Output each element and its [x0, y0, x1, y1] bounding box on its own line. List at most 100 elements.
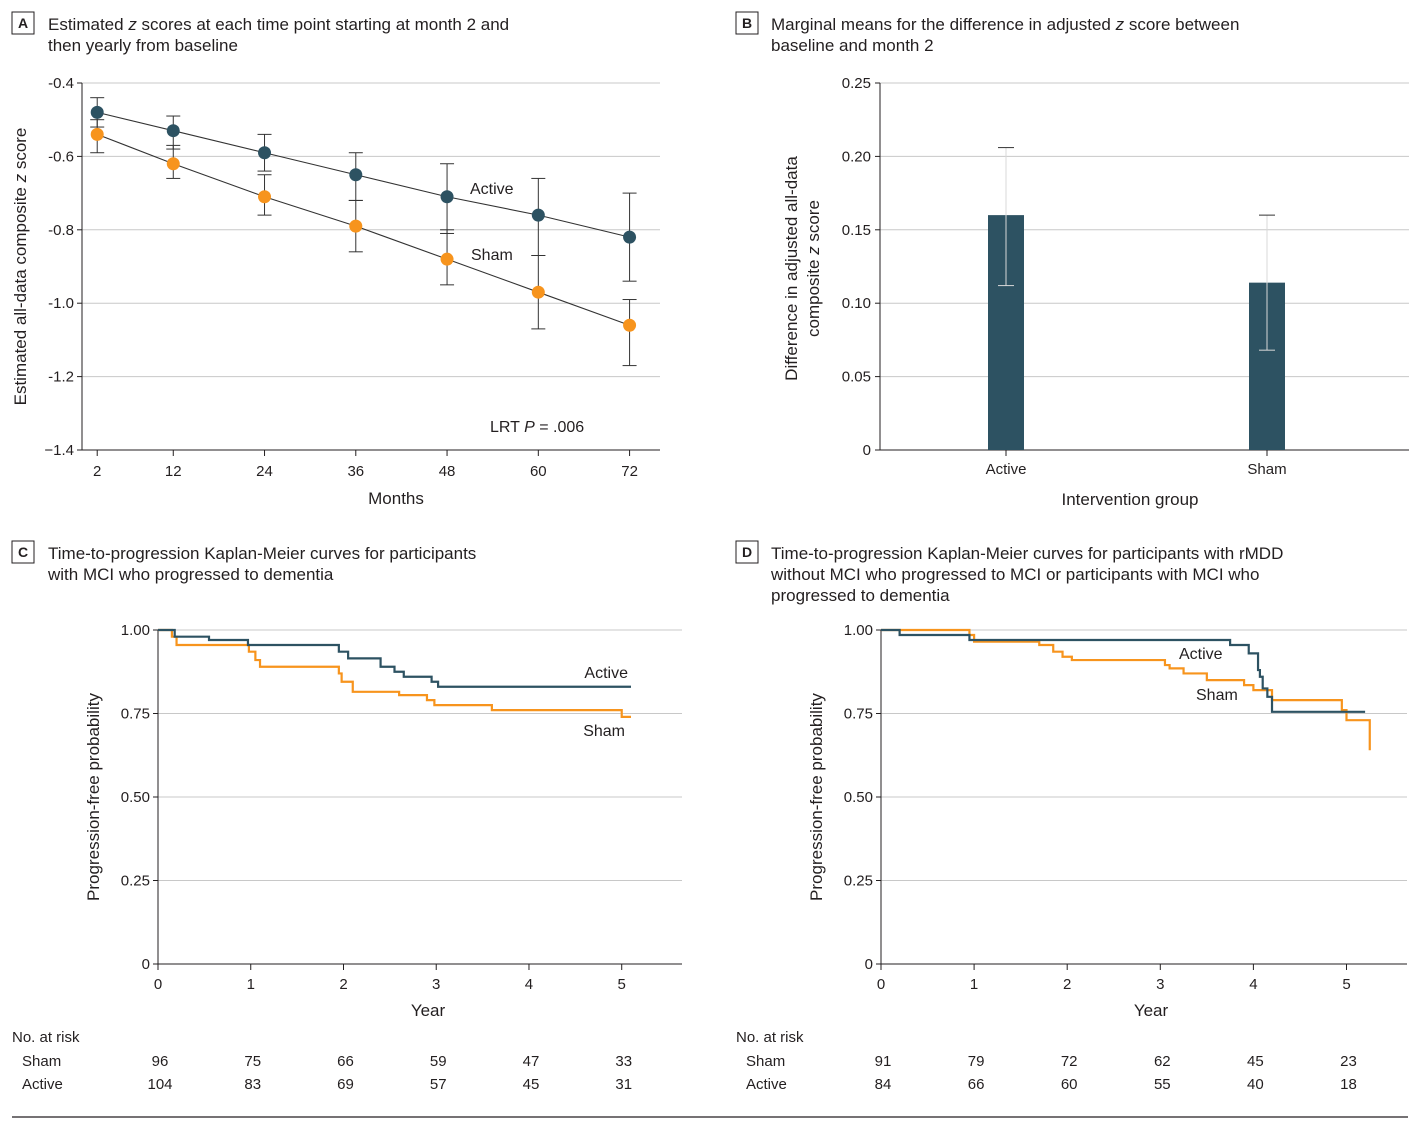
x-tick-label-c: 2: [339, 976, 347, 993]
km-curve-active: [881, 628, 1366, 713]
km-curve-sham: [158, 628, 631, 718]
text-run: Progression-free probability: [807, 693, 826, 901]
data-point-sham: [623, 318, 637, 332]
panel-badge-label-A: A: [18, 15, 28, 31]
panel-title-A: Estimated z scores at each time point st…: [48, 15, 509, 34]
risk-count: 45: [523, 1076, 540, 1093]
y-tick-label-c: 0.75: [121, 706, 150, 723]
panel-badge-A: [11, 11, 35, 35]
risk-row-label-sham: Sham: [22, 1053, 61, 1070]
panel-title-A: then yearly from baseline: [48, 36, 238, 55]
text-run: = .006: [535, 419, 584, 436]
y-tick-label-d: 0: [865, 956, 873, 973]
y-tick-label-d: 0.75: [844, 706, 873, 723]
panel-badge-C: [11, 540, 35, 564]
y-tick-label-c: 0.50: [121, 789, 150, 806]
y-tick-label-c: 0: [142, 956, 150, 973]
x-tick-label-d: 3: [1156, 976, 1164, 993]
series-label-active: Active: [470, 181, 514, 198]
panel-title-C: with MCI who progressed to dementia: [47, 565, 334, 584]
x-tick-label-d: 5: [1342, 976, 1350, 993]
panel-title-D: progressed to dementia: [771, 586, 950, 605]
y-tick-label-b: 0.15: [842, 222, 871, 239]
y-tick-label-d: 1.00: [844, 622, 873, 639]
text-run: with MCI who progressed to dementia: [47, 565, 334, 584]
panel-badge-B: [735, 11, 759, 35]
y-axis-label-c: Progression-free probability: [84, 693, 103, 901]
y-tick-label-b: 0.05: [842, 369, 871, 386]
panel-title-D: Time-to-progression Kaplan-Meier curves …: [771, 544, 1283, 563]
y-tick-label-d: 0.25: [844, 873, 873, 890]
x-tick-label-d: 2: [1063, 976, 1071, 993]
x-tick-label-c: 5: [618, 976, 626, 993]
x-tick-label-c: 1: [247, 976, 255, 993]
risk-count: 104: [147, 1076, 172, 1093]
panel-badge-label-B: B: [742, 15, 752, 31]
risk-row-label-sham: Sham: [746, 1053, 785, 1070]
risk-count: 79: [968, 1053, 985, 1070]
risk-row-label-active: Active: [22, 1076, 63, 1093]
text-run: scores at each time point starting at mo…: [137, 15, 509, 34]
x-tick-label-a: 48: [439, 463, 456, 480]
y-tick-label-a: -1.0: [48, 295, 74, 312]
km-curve-sham: [881, 628, 1371, 751]
text-run: z: [1115, 15, 1125, 34]
series-label-sham: Sham: [583, 723, 625, 740]
text-run: without MCI who progressed to MCI or par…: [770, 565, 1259, 584]
risk-count: 40: [1247, 1076, 1264, 1093]
panel-title-C: Time-to-progression Kaplan-Meier curves …: [48, 544, 476, 563]
risk-count: 83: [244, 1076, 261, 1093]
risk-count: 84: [875, 1076, 892, 1093]
x-tick-label-a: 36: [347, 463, 364, 480]
x-tick-label-c: 3: [432, 976, 440, 993]
text-run: P: [524, 419, 535, 436]
text-run: Time-to-progression Kaplan-Meier curves …: [771, 544, 1283, 563]
y-tick-label-c: 1.00: [121, 622, 150, 639]
text-run: progressed to dementia: [771, 586, 950, 605]
risk-count: 75: [244, 1053, 261, 1070]
x-tick-label-a: 60: [530, 463, 547, 480]
text-run: Progression-free probability: [84, 693, 103, 901]
risk-count: 33: [615, 1053, 632, 1070]
panel-title-B: Marginal means for the difference in adj…: [771, 15, 1239, 34]
series-label-active: Active: [584, 665, 628, 682]
x-tick-label-c: 0: [154, 976, 162, 993]
risk-count: 91: [875, 1053, 892, 1070]
y-tick-label-c: 0.25: [121, 873, 150, 890]
risk-table-label: No. at risk: [12, 1029, 80, 1046]
text-run: Marginal means for the difference in adj…: [771, 15, 1116, 34]
data-point-sham: [258, 190, 272, 204]
data-point-sham: [90, 127, 104, 141]
x-tick-label-d: 4: [1249, 976, 1257, 993]
text-run: LRT: [490, 419, 524, 436]
y-axis-label-a: Estimated all-data composite z score: [11, 128, 30, 406]
data-point-active: [258, 146, 272, 160]
y-tick-label-a: -1.2: [48, 369, 74, 386]
risk-count: 31: [615, 1076, 632, 1093]
y-tick-label-b: 0.20: [842, 148, 871, 165]
x-tick-label-a: 2: [93, 463, 101, 480]
data-point-active: [531, 208, 545, 222]
data-point-active: [623, 230, 637, 244]
text-run: composite: [804, 255, 823, 337]
risk-count: 18: [1340, 1076, 1357, 1093]
x-tick-label-a: 24: [256, 463, 273, 480]
x-tick-label-c: 4: [525, 976, 533, 993]
risk-count: 72: [1061, 1053, 1078, 1070]
risk-count: 69: [337, 1076, 354, 1093]
lrt-annotation: LRT P = .006: [490, 419, 584, 436]
x-axis-label-a: Months: [368, 489, 424, 508]
x-tick-label-a: 72: [621, 463, 638, 480]
data-point-active: [349, 168, 363, 182]
x-tick-label-b: Sham: [1247, 461, 1286, 478]
y-tick-label-a: -0.8: [48, 222, 74, 239]
text-run: score between: [1124, 15, 1239, 34]
y-axis-label-d: Progression-free probability: [807, 693, 826, 901]
x-tick-label-d: 0: [877, 976, 885, 993]
text-run: z: [127, 15, 137, 34]
y-tick-label-b: 0: [863, 442, 871, 459]
panel-badge-label-C: C: [18, 544, 28, 560]
y-tick-label-b: 0.25: [842, 75, 871, 92]
text-run: z: [11, 173, 30, 183]
